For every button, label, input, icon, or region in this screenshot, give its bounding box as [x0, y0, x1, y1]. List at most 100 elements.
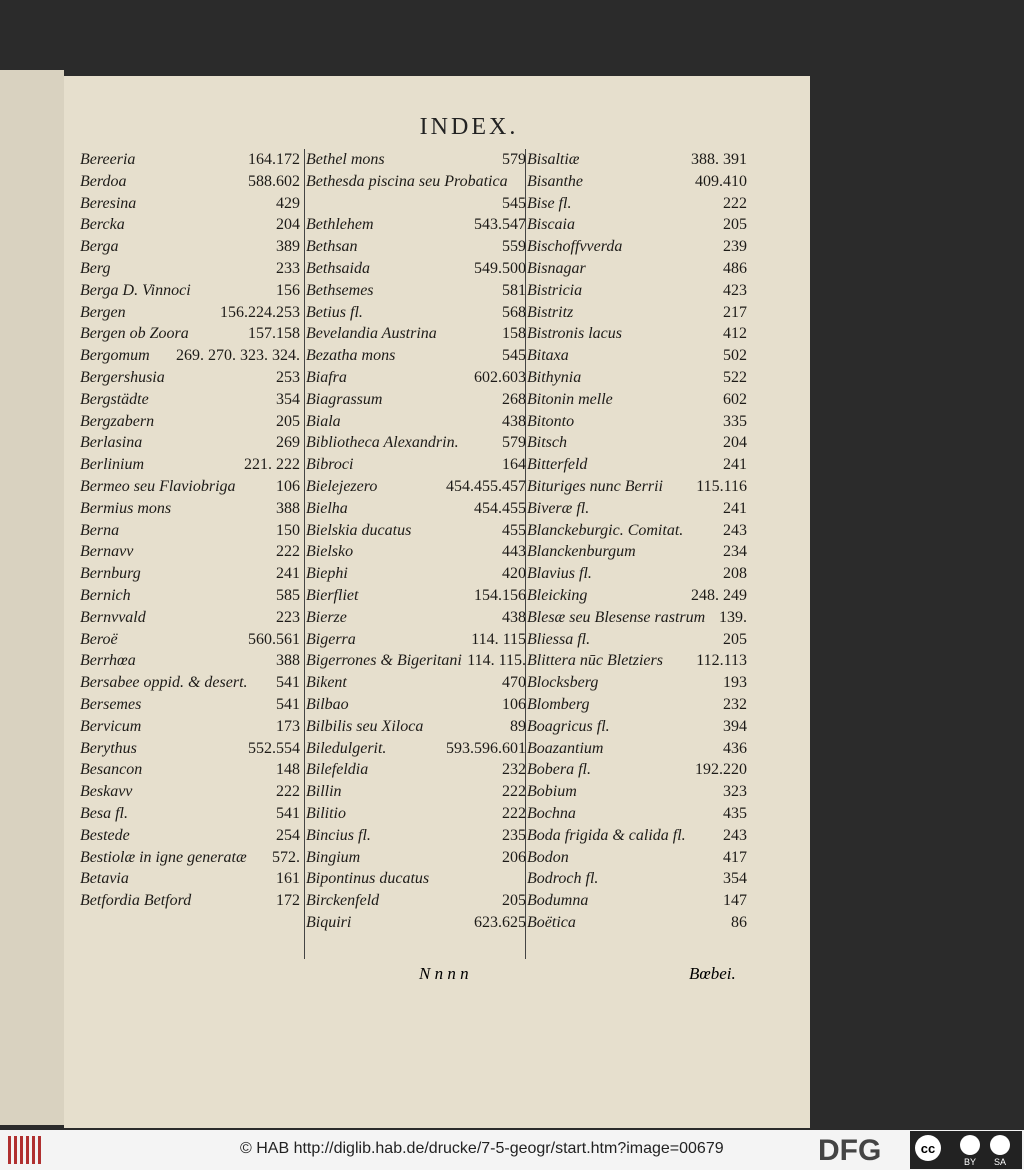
- entry-name: Berga: [80, 238, 119, 256]
- entry-name: Bethel mons: [306, 151, 385, 168]
- index-entry: Bitaxa 502: [527, 345, 747, 367]
- entry-pages: 234: [723, 543, 747, 561]
- index-entry: Betfordia Betford 172: [80, 890, 300, 912]
- index-entry: Berlasina 269: [80, 432, 300, 454]
- index-entry: Bituriges nunc Berrii 115.116: [527, 476, 747, 498]
- entry-name: Bermius mons: [80, 499, 172, 517]
- entry-name: Bevelandia Austrina: [306, 325, 437, 343]
- entry-pages: 417: [723, 848, 747, 866]
- entry-pages: 602.603: [474, 368, 526, 386]
- entry-name: Bethsan: [306, 238, 358, 256]
- entry-name: Biagrassum: [306, 390, 383, 408]
- entry-name: Bistronis lacus: [527, 325, 622, 343]
- index-entry: Bleicking 248. 249: [527, 585, 747, 607]
- credit-link[interactable]: © HAB http://diglib.hab.de/drucke/7-5-ge…: [240, 1140, 724, 1157]
- entry-name: Bobium: [527, 783, 577, 801]
- index-entry: Bibroci 164: [306, 454, 526, 476]
- entry-name: Bodon: [527, 848, 569, 866]
- entry-name: Biquiri: [306, 913, 352, 931]
- index-entry: Berlinium 221. 222: [80, 454, 300, 476]
- index-entry: Bethsemes 581: [306, 280, 526, 302]
- entry-name: Bersemes: [80, 695, 142, 713]
- index-column: Bereeria 164.172 Berdoa 588.602 Beresina 429 B…: [80, 149, 300, 912]
- entry-pages: 443: [502, 543, 526, 561]
- entry-name: Bethsaida: [306, 259, 370, 277]
- index-entry: Bethsan 559: [306, 236, 526, 258]
- entry-name: Biala: [306, 412, 341, 430]
- entry-pages: 205: [502, 892, 526, 910]
- entry-name: Bergomum: [80, 347, 150, 365]
- entry-pages: 164: [502, 456, 526, 474]
- entry-pages: 412: [723, 325, 747, 343]
- entry-pages: 205: [723, 216, 747, 234]
- entry-name: Bitonin melle: [527, 390, 613, 408]
- entry-name: Bielha: [306, 499, 348, 517]
- book-page: INDEX. N n n n Bœbei. Bereeria 164.172 Ber…: [64, 76, 810, 1128]
- index-entry: Biledulgerit. 593.596.601: [306, 738, 526, 760]
- index-entry: Bischoffvverda 239: [527, 236, 747, 258]
- entry-name: Billin: [306, 783, 342, 801]
- entry-name: Bistricia: [527, 281, 583, 299]
- entry-pages: 164.172: [248, 151, 300, 168]
- signature: N n n n: [419, 964, 469, 983]
- index-entry: Boagricus fl. 394: [527, 716, 747, 738]
- index-entry: Bethesda piscina seu Probatica 545: [306, 171, 526, 215]
- entry-pages: 86: [731, 913, 747, 931]
- entry-pages: 502: [723, 347, 747, 365]
- index-entry: Bielejezero 454.455.457: [306, 476, 526, 498]
- entry-name: Bise fl.: [527, 194, 572, 212]
- entry-name: Blesæ seu Blesense rastrum: [527, 608, 706, 626]
- viewer-bar: © HAB http://diglib.hab.de/drucke/7-5-ge…: [0, 1130, 1024, 1170]
- entry-pages: 269. 270. 323. 324.: [176, 347, 300, 365]
- entry-pages: 208: [723, 565, 747, 583]
- entry-name: Berdoa: [80, 172, 127, 190]
- entry-name: Bochna: [527, 804, 576, 822]
- entry-name: Besancon: [80, 761, 143, 779]
- entry-name: Berga D. Vinnoci: [80, 281, 191, 299]
- entry-name: Bethesda piscina seu Probatica: [306, 172, 508, 190]
- entry-name: Berrhœa: [80, 652, 136, 670]
- index-entry: Beroë 560.561: [80, 629, 300, 651]
- entry-pages: 572.: [272, 848, 300, 866]
- entry-pages: 222: [723, 194, 747, 212]
- index-entry: Blocksberg 193: [527, 672, 747, 694]
- index-entry: Boazantium 436: [527, 738, 747, 760]
- entry-pages: 602: [723, 390, 747, 408]
- index-entry: Bervicum 173: [80, 716, 300, 738]
- index-entry: Beskavv 222: [80, 781, 300, 803]
- index-entry: Bibliotheca Alexandrin. 579: [306, 432, 526, 454]
- entry-pages: 541: [276, 695, 300, 713]
- entry-pages: 147: [723, 892, 747, 910]
- index-entry: Bigerrones & Bigeritani 114. 115.: [306, 650, 526, 672]
- entry-pages: 235: [502, 826, 526, 844]
- entry-name: Bielsko: [306, 543, 354, 561]
- index-entry: Bikent 470: [306, 672, 526, 694]
- index-entry: Blavius fl. 208: [527, 563, 747, 585]
- entry-name: Bisaltiæ: [527, 151, 580, 168]
- entry-pages: 486: [723, 259, 747, 277]
- entry-pages: 581: [502, 281, 526, 299]
- entry-name: Bernburg: [80, 565, 141, 583]
- entry-pages: 579: [502, 151, 526, 168]
- column-rule: [525, 149, 526, 959]
- entry-name: Betavia: [80, 870, 129, 888]
- index-entry: Bodroch fl. 354: [527, 868, 747, 890]
- entry-name: Bilefeldia: [306, 761, 369, 779]
- entry-name: Bestiolæ in igne generatæ: [80, 848, 247, 866]
- entry-pages: 206: [502, 848, 526, 866]
- index-entry: Bethsaida 549.500: [306, 258, 526, 280]
- index-entry: Betavia 161: [80, 868, 300, 890]
- index-entry: Bergomum 269. 270. 323. 324.: [80, 345, 300, 367]
- index-entry: Biscaia 205: [527, 214, 747, 236]
- facing-page: [0, 70, 64, 1125]
- entry-name: Bliessa fl.: [527, 630, 591, 648]
- entry-name: Bilbao: [306, 695, 349, 713]
- index-entry: Bigerra 114. 115: [306, 629, 526, 651]
- entry-name: Bergstädte: [80, 390, 149, 408]
- entry-name: Bincius fl.: [306, 826, 371, 844]
- entry-pages: 420: [502, 565, 526, 583]
- entry-pages: 545: [502, 347, 526, 365]
- entry-name: Bielskia ducatus: [306, 521, 412, 539]
- index-entry: Bincius fl. 235: [306, 825, 526, 847]
